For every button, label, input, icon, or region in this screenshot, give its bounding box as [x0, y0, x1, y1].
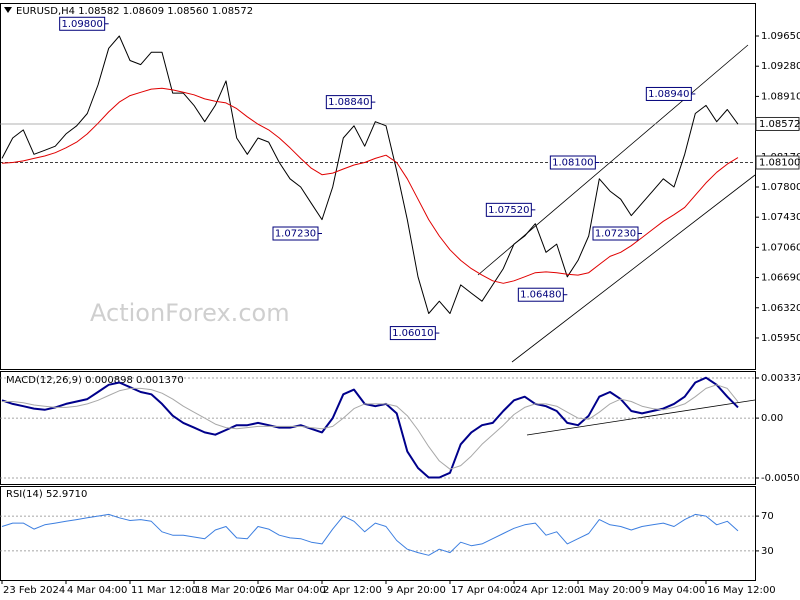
chart-title: EURUSD,H4 1.08582 1.08609 1.08560 1.0857… — [16, 6, 253, 17]
price-line-label: 1.08100 — [759, 158, 800, 169]
price-line-label: 1.08572 — [759, 119, 800, 130]
price-line-box — [755, 155, 800, 170]
macd-title: MACD(12,26,9) 0.000898 0.001370 — [6, 375, 184, 386]
price-line-box — [755, 116, 800, 131]
x-tick-label: 4 Mar 04:00 — [67, 585, 127, 596]
channel-lower — [511, 174, 756, 363]
annotation-label: 1.07230 — [275, 229, 316, 240]
series-line — [1, 87, 739, 284]
annotation-label: 1.09800 — [61, 19, 102, 30]
x-tick-label: 2 Apr 12:00 — [323, 585, 382, 596]
rsi-title: RSI(14) 52.9710 — [6, 489, 87, 500]
y-tick-label: 1.06690 — [761, 273, 800, 284]
x-tick-label: 16 May 12:00 — [707, 585, 776, 596]
panel-frame — [0, 486, 756, 581]
x-tick-label: 9 May 04:00 — [643, 585, 705, 596]
y-tick-label: 1.06320 — [761, 303, 800, 314]
series-line — [2, 384, 739, 470]
x-tick-label: 26 Mar 04:00 — [259, 585, 326, 596]
y-tick-label: 0.00 — [761, 413, 783, 424]
y-tick-label: 1.07430 — [761, 212, 800, 223]
series-line — [1, 35, 739, 314]
y-tick-label: 1.07800 — [761, 182, 800, 193]
annotation-label: 1.06480 — [520, 290, 561, 301]
annotation-label: 1.08100 — [552, 158, 593, 169]
y-tick-label: -0.00504 — [761, 473, 800, 484]
y-tick-label: 30 — [761, 546, 774, 557]
watermark: ActionForex.com — [90, 299, 290, 327]
annotation-label: 1.06010 — [392, 328, 433, 339]
y-tick-label: 1.09650 — [761, 31, 800, 42]
panel-frame — [0, 371, 756, 485]
annotation-label: 1.08840 — [328, 97, 369, 108]
y-tick-label: 0.003375 — [761, 373, 800, 384]
x-tick-label: 11 Mar 12:00 — [131, 585, 198, 596]
series-line — [1, 513, 739, 556]
x-tick-label: 1 May 20:00 — [579, 585, 641, 596]
y-tick-label: 70 — [761, 511, 774, 522]
menu-icon — [4, 7, 12, 13]
y-tick-label: 1.09280 — [761, 61, 800, 72]
annotation-label: 1.07230 — [595, 229, 636, 240]
macd-trendline — [526, 399, 756, 436]
series-line — [1, 376, 739, 479]
y-tick-label: 1.05950 — [761, 333, 800, 344]
x-tick-label: 9 Apr 20:00 — [387, 585, 446, 596]
x-tick-label: 17 Apr 04:00 — [451, 585, 516, 596]
annotation-label: 1.08940 — [648, 89, 689, 100]
x-tick-label: 18 Mar 20:00 — [195, 585, 262, 596]
x-tick-label: 24 Apr 12:00 — [515, 585, 580, 596]
x-tick-label: 23 Feb 2024 — [3, 585, 65, 596]
y-tick-label: 1.08910 — [761, 91, 800, 102]
y-tick-label: 1.07060 — [761, 242, 800, 253]
annotation-label: 1.07520 — [488, 205, 529, 216]
